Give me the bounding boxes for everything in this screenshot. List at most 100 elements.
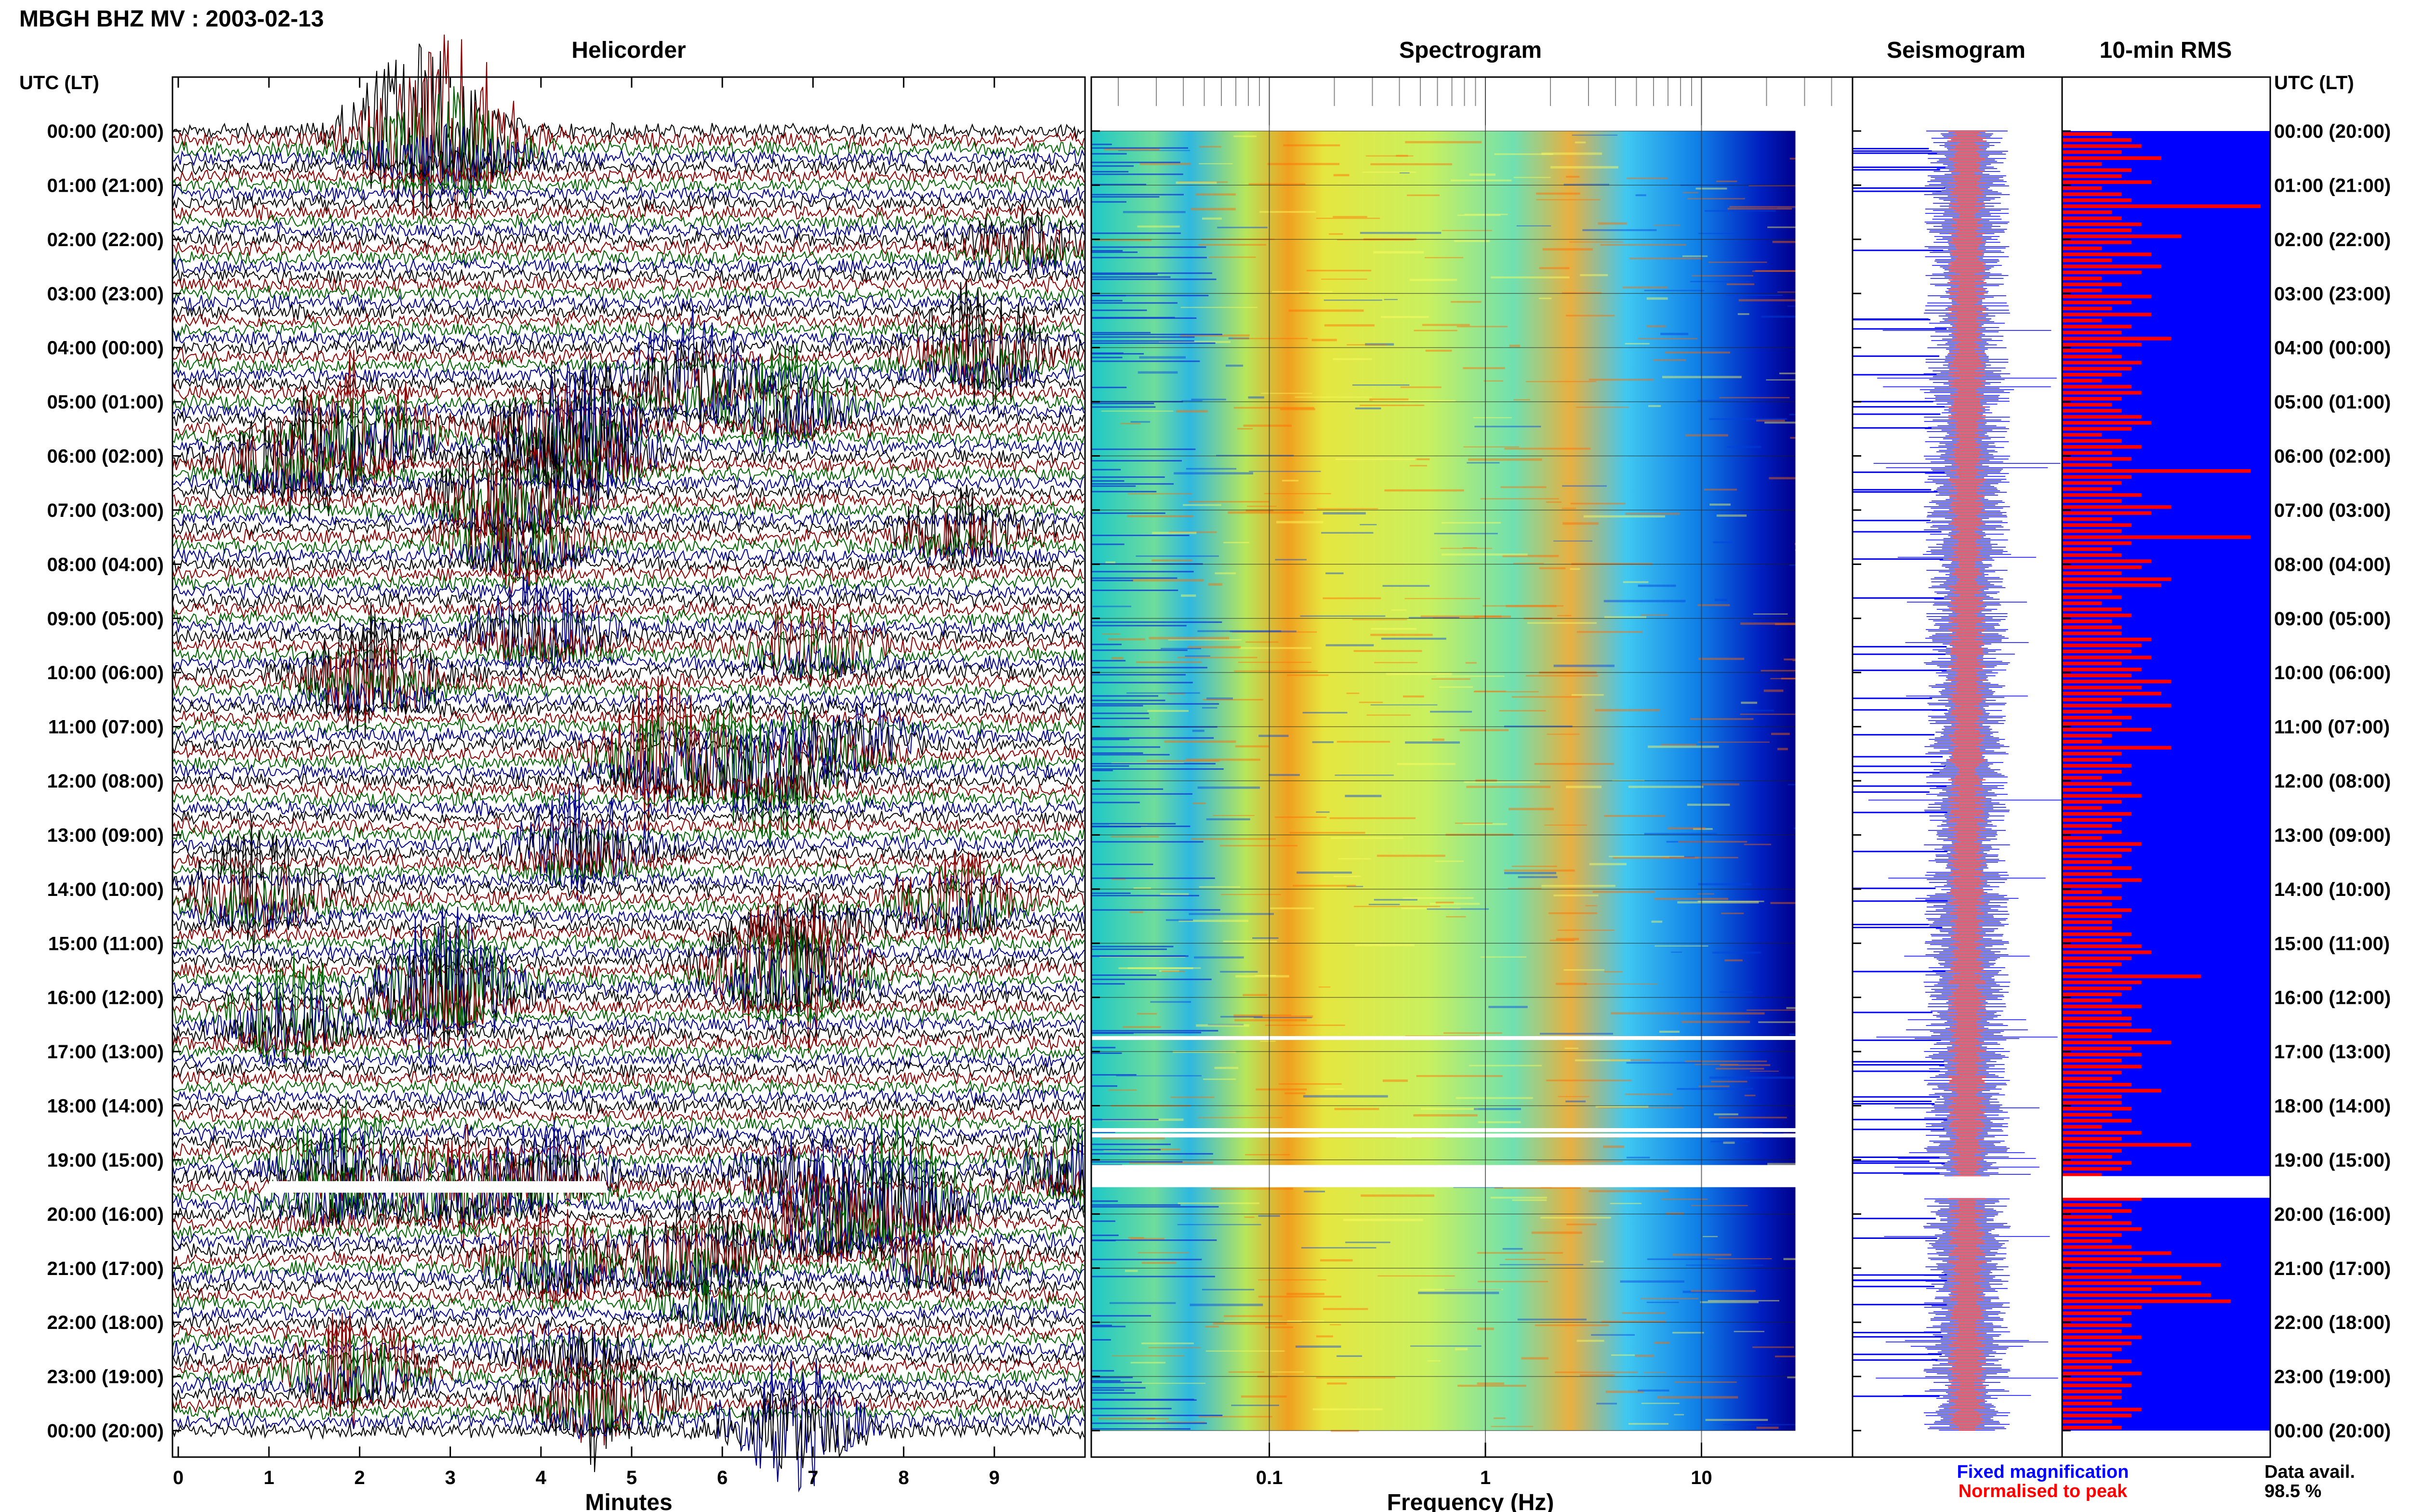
rms-bar xyxy=(2062,276,2102,280)
minutes-tick-label: 7 xyxy=(807,1467,818,1488)
helicorder-trace xyxy=(172,386,1085,527)
helicorder-trace xyxy=(172,1204,1085,1312)
time-label-left: 10:00 (06:00) xyxy=(47,662,164,684)
rms-bar xyxy=(2062,234,2182,238)
rms-bar xyxy=(2062,728,2152,732)
helicorder-trace xyxy=(172,698,1085,718)
helicorder-trace xyxy=(172,1105,1085,1124)
time-label-left: 09:00 (05:00) xyxy=(47,608,164,630)
rms-bar xyxy=(2062,385,2132,389)
rms-bar xyxy=(2062,301,2132,304)
helicorder-trace xyxy=(172,772,1085,808)
helicorder-trace xyxy=(172,573,1085,681)
helicorder-trace xyxy=(172,716,1085,774)
rms-bar xyxy=(2062,1335,2142,1340)
rms-bar xyxy=(2062,806,2102,810)
rms-bar xyxy=(2062,571,2122,575)
rms-bar xyxy=(2062,986,2132,990)
rms-bar xyxy=(2062,764,2132,768)
rms-bar xyxy=(2062,1329,2122,1333)
rms-bar xyxy=(2062,216,2122,220)
helicorder-trace xyxy=(172,1170,1085,1261)
rms-bar xyxy=(2062,313,2152,316)
rms-bar xyxy=(2062,1299,2231,1303)
rms-bar xyxy=(2062,270,2142,275)
spectrogram-gap xyxy=(1091,1128,1796,1132)
rms-bar xyxy=(2062,607,2122,611)
minutes-tick-label: 5 xyxy=(626,1467,637,1488)
helicorder-trace xyxy=(172,368,1085,417)
rms-bar xyxy=(2062,673,2132,678)
rms-bar xyxy=(2062,469,2251,473)
helicorder-trace xyxy=(172,407,1085,579)
time-label-left: 14:00 (10:00) xyxy=(47,879,164,900)
time-label-left: 19:00 (15:00) xyxy=(47,1150,164,1171)
rms-bar xyxy=(2062,565,2142,569)
seismogram-normalised-series xyxy=(1947,131,1986,1431)
helicorder-title: Helicorder xyxy=(571,38,686,63)
time-label-left: 22:00 (18:00) xyxy=(47,1312,164,1333)
time-label-right: 14:00 (10:00) xyxy=(2274,879,2391,900)
rms-bar xyxy=(2062,619,2112,623)
rms-bar xyxy=(2062,379,2102,383)
frequency-tick-label: 0.1 xyxy=(1256,1467,1283,1488)
rms-bar xyxy=(2062,1083,2132,1087)
frequency-tick-label: 10 xyxy=(1691,1467,1712,1488)
helicorder-trace xyxy=(172,1324,1085,1473)
helicorder-trace xyxy=(172,207,1085,275)
helicorder-trace xyxy=(172,285,1085,303)
rms-bar xyxy=(2062,264,2161,268)
time-label-left: 17:00 (13:00) xyxy=(47,1041,164,1063)
rms-bar xyxy=(2062,830,2122,834)
rms-bar xyxy=(2062,325,2132,329)
rms-bar xyxy=(2062,758,2112,762)
time-label-left: 20:00 (16:00) xyxy=(47,1204,164,1225)
helicorder-trace xyxy=(172,1337,1085,1376)
rms-bar xyxy=(2062,1167,2122,1171)
legend-normalised-to-peak: Normalised to peak xyxy=(1959,1481,2128,1501)
time-label-left: 00:00 (20:00) xyxy=(47,121,164,142)
rms-bar xyxy=(2062,186,2102,190)
time-label-left: 01:00 (21:00) xyxy=(47,175,164,196)
helicorder-trace xyxy=(172,1295,1085,1330)
time-label-right: 21:00 (17:00) xyxy=(2274,1258,2391,1279)
rms-bar xyxy=(2062,361,2142,365)
rms-bar xyxy=(2062,306,2112,311)
rms-bar xyxy=(2062,962,2122,966)
rms-bar xyxy=(2062,246,2102,250)
rms-bar xyxy=(2062,403,2112,407)
rms-bar xyxy=(2062,1101,2122,1105)
rms-bar xyxy=(2062,1071,2122,1075)
time-label-right: 17:00 (13:00) xyxy=(2274,1041,2391,1063)
rms-bar xyxy=(2062,595,2122,599)
time-label-left: 03:00 (23:00) xyxy=(47,283,164,304)
rms-bar xyxy=(2062,818,2122,822)
rms-bar xyxy=(2062,770,2122,774)
helicorder-trace xyxy=(172,1311,1085,1429)
helicorder-panel xyxy=(172,34,1086,1493)
helicorder-trace xyxy=(172,892,1085,953)
rms-bar xyxy=(2062,1023,2132,1026)
rms-bar xyxy=(2062,1028,2152,1033)
rms-bar xyxy=(2062,1395,2122,1400)
time-label-left: 08:00 (04:00) xyxy=(47,554,164,575)
rms-bar xyxy=(2062,162,2102,166)
helicorder-trace xyxy=(172,194,1085,213)
rms-bar xyxy=(2062,421,2152,425)
helicorder-trace xyxy=(172,293,1085,312)
rms-bar xyxy=(2062,547,2112,551)
time-label-right: 23:00 (19:00) xyxy=(2274,1367,2391,1388)
helicorder-trace xyxy=(172,1060,1085,1080)
helicorder-trace xyxy=(172,123,1085,193)
spectrogram-title: Spectrogram xyxy=(1399,38,1542,63)
rms-bar xyxy=(2062,974,2201,978)
helicorder-trace xyxy=(172,857,1085,886)
helicorder-trace xyxy=(172,726,1085,815)
helicorder-trace xyxy=(172,185,1085,204)
rms-bar xyxy=(2062,487,2112,491)
helicorder-trace xyxy=(172,359,1085,521)
helicorder-trace xyxy=(172,1224,1085,1256)
rms-bar xyxy=(2062,150,2122,154)
rms-bar xyxy=(2062,1203,2122,1207)
helicorder-trace xyxy=(172,896,1085,935)
